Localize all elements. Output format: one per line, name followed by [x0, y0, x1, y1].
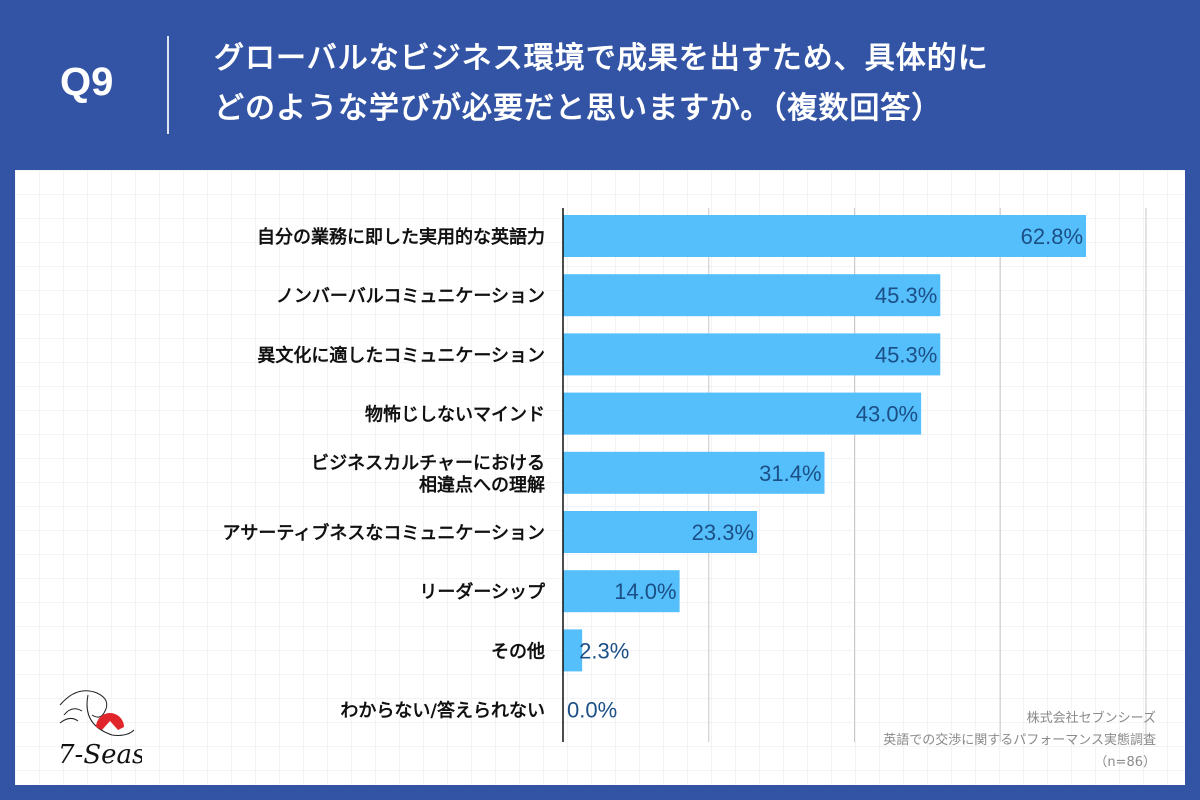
bar: [563, 274, 941, 317]
footer-survey: 英語での交渉に関するパフォーマンス実態調査: [883, 733, 1156, 748]
logo: 7-Seas: [52, 675, 142, 770]
bar: [563, 215, 1087, 257]
value-label: 14.0%: [614, 579, 676, 604]
category-label: 相違点への理解: [419, 474, 545, 496]
question-number: Q9: [60, 60, 114, 104]
value-label: 45.3%: [875, 283, 937, 308]
category-label: ビジネスカルチャーにおける: [311, 453, 545, 474]
bar: [563, 511, 758, 553]
category-label: ノンバーバルコミュニケーション: [276, 286, 545, 307]
bar: [563, 451, 825, 494]
value-label: 2.3%: [579, 638, 629, 663]
bar: [563, 570, 680, 613]
value-label: 23.3%: [692, 520, 754, 545]
logo-text: 7-Seas: [58, 740, 142, 770]
value-label: 62.8%: [1021, 224, 1083, 249]
header-divider: [167, 36, 169, 134]
category-label: その他: [491, 640, 545, 662]
value-label: 31.4%: [759, 461, 821, 486]
category-label: わからない/答えられない: [340, 700, 545, 722]
title-line-2: どのような学びが必要だと思いますか。（複数回答）: [214, 91, 943, 126]
category-label: 異文化に適したコミュニケーション: [257, 344, 545, 366]
category-label: 物怖じしないマインド: [365, 404, 545, 426]
bar: [563, 392, 922, 435]
wave-sun-logo-icon: 7-Seas: [58, 690, 142, 770]
footer-company: 株式会社セブンシーズ: [1026, 711, 1156, 726]
title-line-1: グローバルなビジネス環境で成果を出すため、具体的に: [214, 41, 989, 76]
value-label: 45.3%: [875, 342, 937, 367]
footer-n: （n=86）: [1094, 755, 1156, 770]
chart-title: グローバルなビジネス環境で成果を出すため、具体的に どのような学びが必要だと思い…: [214, 34, 989, 134]
category-label: 自分の業務に即した実用的な英語力: [257, 226, 545, 248]
bar: [563, 629, 583, 672]
value-label: 43.0%: [856, 402, 918, 427]
bar: [563, 333, 941, 376]
footer-source: 株式会社セブンシーズ 英語での交渉に関するパフォーマンス実態調査 （n=86）: [883, 708, 1156, 774]
value-label: 0.0%: [567, 698, 617, 723]
category-label: アサーティブネスなコミュニケーション: [222, 522, 545, 544]
category-label: リーダーシップ: [419, 581, 546, 603]
